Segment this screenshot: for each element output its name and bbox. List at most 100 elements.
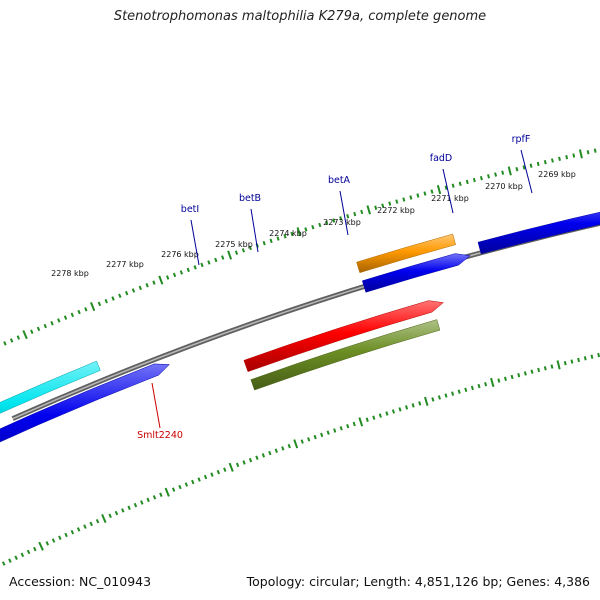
tick-mark [529,163,533,168]
tick-mark [510,374,514,380]
tick-mark [353,211,357,217]
tick-mark [451,391,455,396]
cds-feature [361,253,471,293]
tick-mark [378,413,382,418]
gene-label-line [151,382,161,429]
tick-labels: 2278 kbp 2277 kbp 2276 kbp 2275 kbp 2274 kbp… [51,170,576,278]
tick-mark [227,250,233,260]
tick-mark [172,272,177,278]
tick-mark [444,185,448,190]
tick-mark [234,250,239,255]
tick-mark [416,193,420,198]
tick-mark [274,448,278,453]
tick-mark [138,285,142,291]
tick-mark [70,529,75,535]
tick-mark [200,262,204,268]
tick-mark [101,513,107,524]
tick-mark [178,484,182,490]
tick-mark [470,385,474,391]
gene-label: fadD [430,153,453,164]
tick-mark [465,179,469,185]
genome-backbone [11,220,600,421]
tick-mark [304,227,308,232]
tick-mark [457,389,461,394]
tick-mark [63,315,68,320]
tick-mark [593,148,597,153]
tick-mark [36,326,41,332]
tick-mark [346,214,350,219]
tick-mark [409,195,413,200]
tick-mark [590,354,594,359]
tick-label: 2272 kbp [377,206,415,215]
tick-label: 2270 kbp [485,182,523,191]
tick-label: 2278 kbp [51,269,89,278]
tick-mark [372,415,376,420]
tick-mark [418,401,422,406]
tick-mark [159,492,163,497]
tick-mark [572,153,576,158]
tick-mark [523,371,527,376]
tick-mark [332,218,336,223]
gene-label: betA [328,175,351,186]
tick-mark [8,558,12,563]
tick-mark [248,245,252,251]
tick-mark [444,393,448,398]
tick-mark [423,191,427,196]
tick-mark [556,360,561,370]
tick-mark [118,293,122,299]
tick-mark [313,434,317,440]
tick-mark [543,160,547,165]
tick-mark [287,443,291,449]
tick-mark [43,323,47,329]
tick-mark [550,364,554,369]
tick-track-lower [1,352,600,566]
tick-mark [300,439,304,444]
tick-mark [20,552,25,558]
tick-mark [57,318,61,323]
tick-label: 2273 kbp [323,218,361,227]
tick-mark [26,549,31,555]
tick-mark [89,521,93,527]
olive-feature [250,319,441,391]
tick-mark [38,541,44,551]
tick-mark [487,174,490,179]
tick-mark [242,460,246,465]
tick-mark [114,510,119,516]
tick-mark [507,166,512,176]
tick-mark [472,177,476,183]
tick-mark [64,532,68,538]
tick-mark [262,240,266,246]
gene-label-line [520,149,533,194]
tick-mark [104,298,108,304]
tick-mark [424,396,429,406]
tick-mark [171,487,176,492]
tick-mark [3,341,7,346]
tick-mark [490,377,495,387]
tick-mark [494,172,498,177]
gene-labels: betI betB betA fadD rpfF Smlt2240 [137,134,530,441]
tick-mark [186,267,190,273]
tick-mark [90,302,96,312]
tick-mark [530,369,534,374]
tick-mark [207,260,211,265]
tick-mark [311,224,315,230]
tick-mark [33,546,37,552]
tick-mark [517,373,521,378]
tick-mark [210,472,214,477]
tick-mark [385,411,389,416]
tick-mark [339,426,343,431]
tick-mark [458,181,462,187]
tick-mark [14,555,18,560]
tick-mark [464,387,468,393]
tick-mark [326,430,330,435]
tick-mark [484,382,488,387]
tick-mark [70,312,74,318]
tick-mark [577,357,581,363]
tick-mark [51,538,56,543]
tick-mark [77,309,81,315]
tick-mark [108,513,112,519]
tick-mark [276,236,280,241]
gene-label: Smlt2240 [137,430,183,441]
tick-mark [388,201,392,206]
